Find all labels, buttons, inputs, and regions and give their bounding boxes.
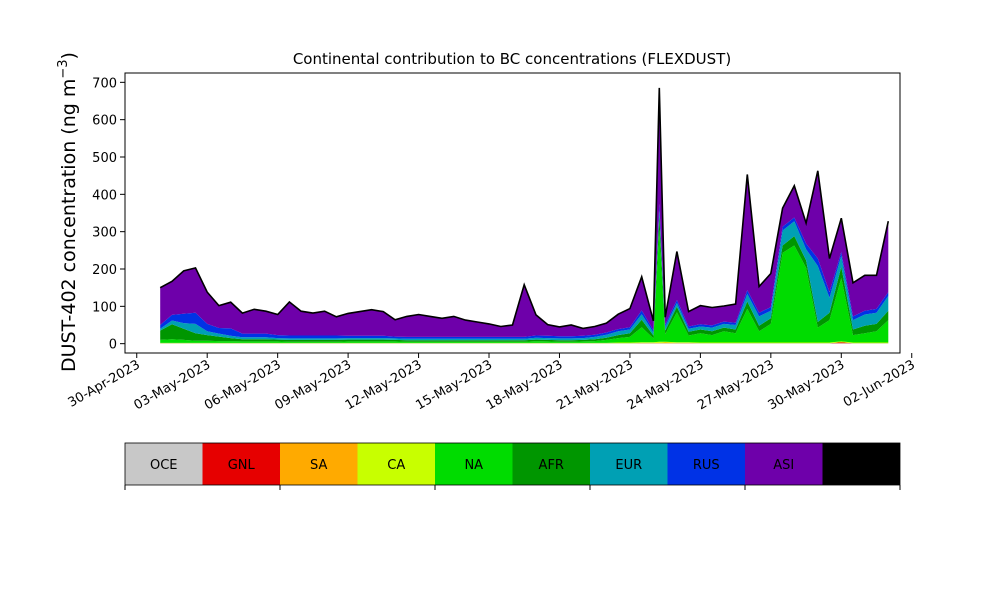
continent-legend: OCE GNL SA CA NA AFR EUR RUS ASI AUS: [124, 442, 901, 490]
y-axis: 0 100 200 300 400 500 600 700: [92, 76, 125, 353]
legend-swatch-asi: [745, 443, 823, 485]
x-tick-label: 15-May-2023: [413, 357, 495, 413]
legend-label-sa: SA: [310, 458, 327, 473]
y-tick-label: 500: [92, 151, 117, 166]
x-tick-label: 24-May-2023: [625, 357, 707, 413]
legend-swatch-sa: [280, 443, 358, 485]
x-tick-label: 30-May-2023: [766, 357, 848, 413]
legend-label-aus: AUS: [848, 458, 875, 473]
y-tick-label: 300: [92, 226, 117, 241]
area-series-ca: [160, 341, 889, 344]
y-tick-label: 100: [92, 300, 117, 315]
legend-swatch-gnl: [202, 443, 280, 485]
x-tick-label: 18-May-2023: [484, 357, 566, 413]
x-tick-label: 09-May-2023: [272, 357, 354, 413]
y-axis-label-close: ): [58, 52, 80, 59]
y-axis-label-unit-exp: −3: [56, 59, 71, 78]
legend-label-ca: CA: [387, 458, 405, 473]
y-tick-label: 400: [92, 188, 117, 203]
total-concentration-line: [159, 87, 890, 330]
x-tick-label: 12-May-2023: [343, 357, 425, 413]
legend-label-rus: RUS: [693, 458, 720, 473]
legend-label-afr: AFR: [539, 458, 564, 473]
x-tick-label: 21-May-2023: [554, 357, 636, 413]
legend-swatch-rus: [667, 443, 745, 485]
legend-swatch-oce: [125, 443, 203, 485]
stacked-areas: [160, 87, 889, 344]
area-series-na: [160, 229, 889, 343]
x-tick-label: 06-May-2023: [202, 357, 284, 413]
x-tick-label: 02-Jun-2023: [841, 357, 918, 410]
legend-label-eur: EUR: [615, 458, 642, 473]
y-tick-label: 700: [92, 76, 117, 91]
x-tick-label: 27-May-2023: [695, 357, 777, 413]
legend-swatch-ca: [357, 443, 435, 485]
legend-label-na: NA: [464, 458, 483, 473]
legend-frame: [124, 442, 901, 486]
y-axis-label: DUST-402 concentration (ng m−3): [56, 52, 80, 372]
y-tick-label: 600: [92, 114, 117, 129]
chart-title: Continental contribution to BC concentra…: [293, 50, 731, 68]
legend-swatch-eur: [590, 443, 668, 485]
y-axis-label-main: DUST-402 concentration (ng m: [58, 79, 80, 372]
legend-swatch-afr: [512, 443, 590, 485]
y-tick-label: 0: [109, 338, 117, 353]
legend-swatch-na: [435, 443, 513, 485]
legend-label-oce: OCE: [150, 458, 178, 473]
y-tick-label: 200: [92, 263, 117, 278]
legend-label-asi: ASI: [773, 458, 794, 473]
x-tick-label: 03-May-2023: [132, 357, 214, 413]
x-axis: 30-Apr-202303-May-202306-May-202309-May-…: [66, 353, 918, 413]
legend-swatch-aus: [822, 443, 900, 485]
plot-frame: [124, 72, 901, 354]
legend-label-gnl: GNL: [228, 458, 256, 473]
